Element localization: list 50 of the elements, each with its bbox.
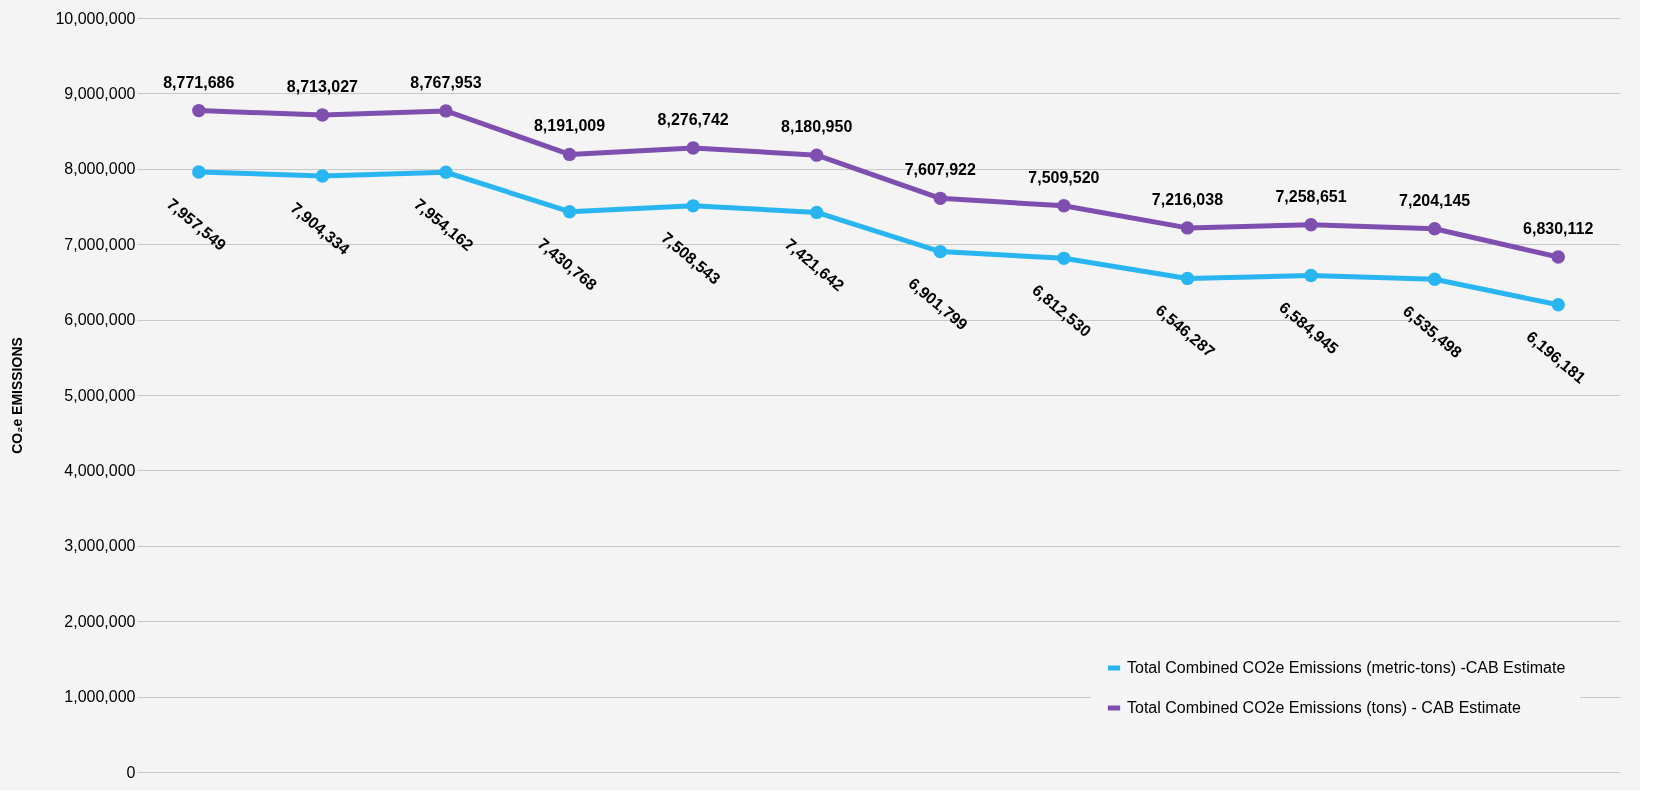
point — [1304, 268, 1318, 283]
point — [933, 191, 947, 206]
point — [810, 205, 824, 220]
y-tick-label: 7,000,000 — [64, 235, 136, 253]
point — [192, 103, 206, 118]
legend-label: Total Combined CO2e Emissions (tons) - CAB Estimate — [1127, 699, 1522, 716]
data-label: 6,830,112 — [1523, 220, 1594, 238]
data-label: 8,767,953 — [410, 73, 482, 91]
y-tick-label: 6,000,000 — [64, 311, 136, 329]
data-label: 7,258,651 — [1275, 187, 1347, 205]
point — [439, 165, 453, 179]
data-label: 8,276,742 — [657, 110, 729, 128]
y-tick-label: 10,000,000 — [55, 9, 136, 27]
data-label: 7,216,038 — [1151, 190, 1224, 208]
point — [315, 108, 330, 122]
y-tick-label: 3,000,000 — [64, 537, 136, 555]
y-tick-label: 5,000,000 — [64, 386, 136, 404]
y-tick-label: 1,000,000 — [64, 688, 136, 706]
data-label: 7,607,922 — [904, 161, 976, 179]
point — [1551, 298, 1565, 312]
point — [1427, 272, 1442, 286]
point — [1304, 218, 1318, 232]
point — [933, 244, 947, 259]
data-label: 7,509,520 — [1028, 168, 1100, 186]
point — [315, 169, 330, 183]
point — [439, 104, 453, 118]
y-tick-label: 8,000,000 — [64, 160, 136, 178]
point — [562, 205, 577, 219]
point — [1057, 199, 1071, 213]
point — [810, 148, 824, 162]
data-label: 8,180,950 — [781, 118, 853, 136]
point — [562, 147, 577, 162]
point — [192, 165, 206, 179]
point — [1180, 271, 1195, 286]
point — [1551, 250, 1565, 264]
point — [1180, 221, 1195, 235]
point — [686, 141, 700, 155]
data-label: 8,713,027 — [286, 78, 359, 96]
data-label: 7,204,145 — [1399, 191, 1471, 209]
y-tick-label: 4,000,000 — [64, 461, 136, 479]
point — [1057, 251, 1071, 266]
legend-label: Total Combined CO2e Emissions (metric-tons) -CAB Estimate — [1127, 659, 1566, 676]
point — [1427, 222, 1442, 236]
data-label: 8,191,009 — [533, 117, 606, 135]
point — [686, 199, 700, 213]
data-label: 8,771,686 — [163, 73, 235, 91]
y-tick-label: 2,000,000 — [64, 612, 136, 630]
y-tick-label: 9,000,000 — [64, 84, 136, 102]
y-axis-title: CO₂e EMISSIONS — [9, 337, 26, 454]
y-tick-label: 0 — [126, 763, 136, 781]
